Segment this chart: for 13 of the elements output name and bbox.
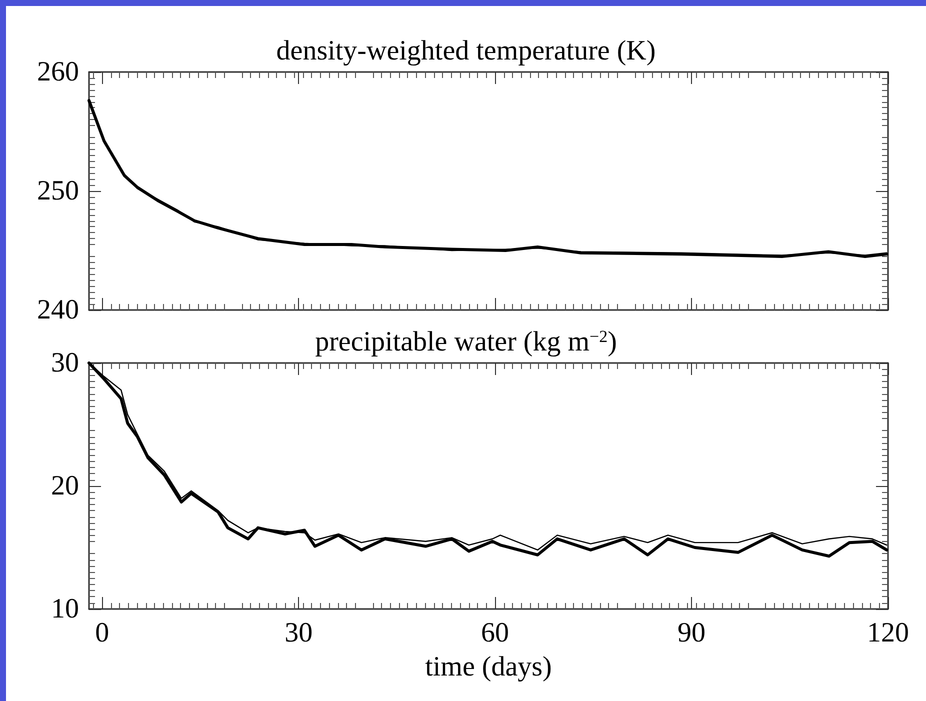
x-tick-label: 0 [95, 618, 110, 648]
y-tick-label: 240 [37, 294, 79, 326]
y-tick-label: 20 [51, 470, 79, 502]
x-tick-label: 30 [284, 618, 313, 648]
y-tick-label: 250 [37, 176, 79, 206]
y-tick-label: 30 [51, 348, 79, 378]
x-tick-label: 60 [481, 618, 510, 648]
x-tick-label: 90 [678, 618, 706, 648]
chart-title: density-weighted temperature (K) [276, 36, 656, 66]
y-tick-label: 260 [37, 56, 79, 88]
x-tick-label: 120 [867, 618, 909, 648]
y-tick-label: 10 [51, 594, 79, 624]
x-axis-title: time (days) [425, 652, 552, 682]
